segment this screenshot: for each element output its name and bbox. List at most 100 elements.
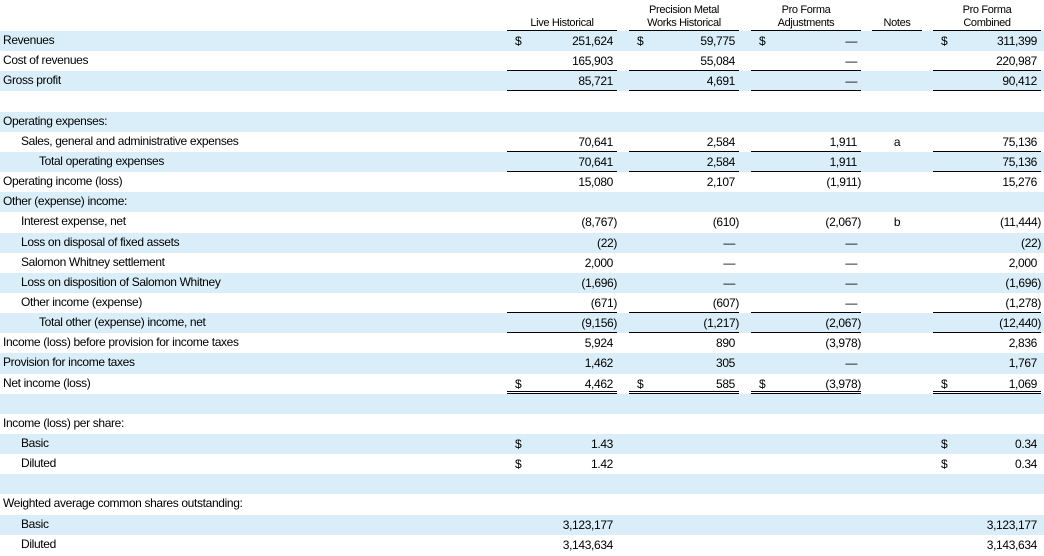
currency-sign: $: [941, 457, 948, 472]
table-cell: [872, 434, 922, 453]
table-cell: 15,276: [933, 172, 1041, 191]
currency-sign: $: [515, 457, 522, 472]
cell-value: 1,911: [829, 134, 858, 149]
table-cell: (1,217): [629, 313, 739, 334]
cell-value: 75,136: [1002, 154, 1037, 169]
cell-value: 220,987: [996, 54, 1037, 69]
table-cell: 90,412: [933, 71, 1041, 92]
table-cell: —: [751, 253, 861, 272]
cell-value: 311,399: [996, 34, 1037, 48]
header-line: Combined: [963, 17, 1011, 29]
row-label: Total operating expenses: [39, 153, 165, 168]
table-row: Salomon Whitney settlement 2,000 — — 2,000: [0, 253, 1044, 273]
cell-value: (3,978): [825, 336, 861, 351]
table-cell: [872, 333, 922, 352]
table-cell: [872, 535, 922, 554]
table-cell: (8,767): [507, 212, 617, 231]
row-label: Gross profit: [3, 73, 61, 88]
currency-sign: $: [515, 34, 522, 48]
table-cell: (3,978): [751, 333, 861, 352]
table-cell: (1,696): [933, 273, 1041, 292]
table-cell: [872, 71, 922, 90]
cell-value: 3,143,634: [986, 537, 1038, 552]
cell-value: 90,412: [1002, 74, 1037, 89]
row-label: Operating expenses:: [3, 113, 108, 128]
cell-value: 4,462: [584, 376, 614, 391]
table-cell: 2,000: [933, 253, 1041, 272]
cell-value: 3,123,177: [562, 517, 614, 532]
table-row: Sales, general and administrative expens…: [0, 132, 1044, 152]
table-cell: (2,067): [751, 313, 861, 334]
cell-value: 70,641: [578, 134, 613, 149]
cell-value: —: [845, 74, 857, 89]
table-cell: 890: [629, 333, 739, 352]
table-cell: [751, 454, 861, 473]
cell-value: —: [845, 235, 857, 250]
cell-value: (9,156): [581, 316, 617, 331]
cell-value: (8,767): [581, 215, 617, 230]
table-cell: 1,462: [507, 353, 617, 372]
table-cell: $0.34: [933, 434, 1041, 453]
table-row: Operating income (loss) 15,080 2,107 (1,911…: [0, 172, 1044, 192]
cell-value: 1,911: [829, 154, 858, 169]
cell-value: (3,978): [825, 376, 861, 391]
currency-sign: $: [515, 376, 522, 391]
row-label: Basic: [21, 516, 49, 531]
table-cell: [872, 454, 922, 473]
header-line: Live Historical: [530, 17, 594, 29]
table-row: [0, 91, 1044, 111]
table-cell: $1.43: [507, 434, 617, 453]
cell-value: —: [723, 255, 735, 270]
cell-value: 0.34: [1015, 437, 1037, 451]
table-row: Income (loss) per share:: [0, 414, 1044, 434]
table-cell: 70,641: [507, 152, 617, 172]
table-cell: 165,903: [507, 51, 617, 72]
table-cell: [872, 233, 922, 252]
table-cell: —: [629, 233, 739, 252]
table-cell: [872, 172, 922, 191]
header-line: Pro Forma: [781, 4, 831, 16]
table-row: Diluted 3,143,634 3,143,634: [0, 535, 1044, 555]
currency-sign: $: [941, 34, 948, 48]
cell-value: 165,903: [572, 54, 613, 69]
table-cell: [872, 313, 922, 332]
table-cell: 3,143,634: [933, 535, 1041, 554]
table-cell: (610): [629, 212, 740, 231]
table-row: Loss on disposition of Salomon Whitney (1…: [0, 272, 1044, 293]
table-cell: [872, 353, 922, 372]
cell-value: 59,775: [700, 34, 735, 48]
table-cell: a: [872, 132, 922, 151]
cell-value: 890: [716, 336, 735, 351]
column-header: Notes: [872, 0, 922, 31]
table-row: Interest expense, net (8,767) (610) (2,067)…: [0, 212, 1044, 232]
table-cell: —: [629, 273, 739, 292]
table-cell: 55,084: [629, 51, 739, 72]
table-row: Income (loss) before provision for incom…: [0, 333, 1044, 353]
row-label: Revenues: [3, 33, 55, 47]
column-header: Pro Forma Adjustments: [751, 0, 861, 31]
table-row: Basic $1.43 $0.34: [0, 434, 1044, 455]
cell-value: 1.42: [591, 457, 613, 472]
table-cell: [629, 434, 739, 453]
table-cell: 85,721: [507, 71, 617, 92]
row-label: Other income (expense): [21, 294, 143, 309]
table-row: Cost of revenues 165,903 55,084 — 220,987: [0, 51, 1044, 72]
cell-value: 251,624: [572, 34, 613, 48]
table-cell: $1.42: [507, 454, 617, 473]
row-label: Income (loss) before provision for incom…: [3, 335, 239, 350]
cell-value: 15,276: [1002, 175, 1037, 190]
column-header: Live Historical: [507, 0, 617, 31]
table-row: Operating expenses:: [0, 111, 1044, 132]
cell-value: 2,107: [706, 175, 736, 190]
table-cell: 1,911: [751, 152, 861, 172]
table-cell: $59,775: [629, 31, 739, 50]
table-cell: 2,584: [629, 152, 739, 172]
table-cell: $0.34: [933, 454, 1041, 473]
table-row: Revenues $251,624 $59,775 $ — $311,399: [0, 31, 1044, 52]
table-cell: —: [751, 353, 861, 372]
table-cell: [629, 535, 739, 554]
table-cell: 75,136: [933, 152, 1041, 172]
table-row: Diluted $1.42 $0.34: [0, 454, 1044, 474]
header-line: Notes: [883, 17, 911, 29]
